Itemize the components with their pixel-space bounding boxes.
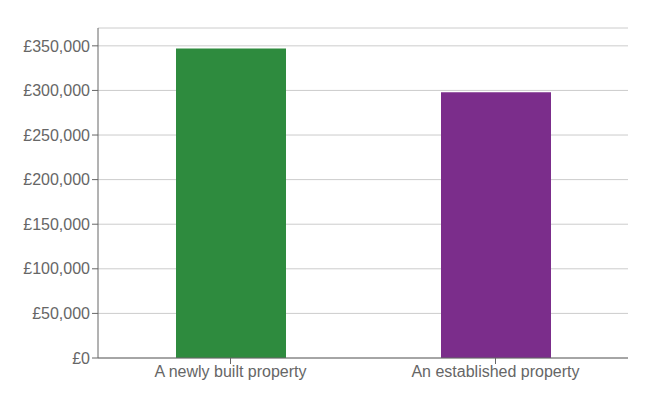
svg-text:A newly built property: A newly built property [154,363,306,380]
svg-text:£350,000: £350,000 [23,38,90,55]
svg-text:£150,000: £150,000 [23,216,90,233]
svg-text:An established property: An established property [411,363,579,380]
svg-text:£100,000: £100,000 [23,260,90,277]
svg-text:£300,000: £300,000 [23,82,90,99]
svg-text:£0: £0 [72,350,90,367]
svg-text:£250,000: £250,000 [23,127,90,144]
svg-text:£200,000: £200,000 [23,171,90,188]
svg-text:£50,000: £50,000 [32,305,90,322]
